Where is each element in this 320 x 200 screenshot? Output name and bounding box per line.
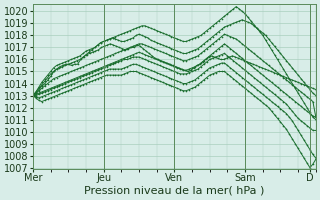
X-axis label: Pression niveau de la mer( hPa ): Pression niveau de la mer( hPa ) (84, 186, 265, 196)
